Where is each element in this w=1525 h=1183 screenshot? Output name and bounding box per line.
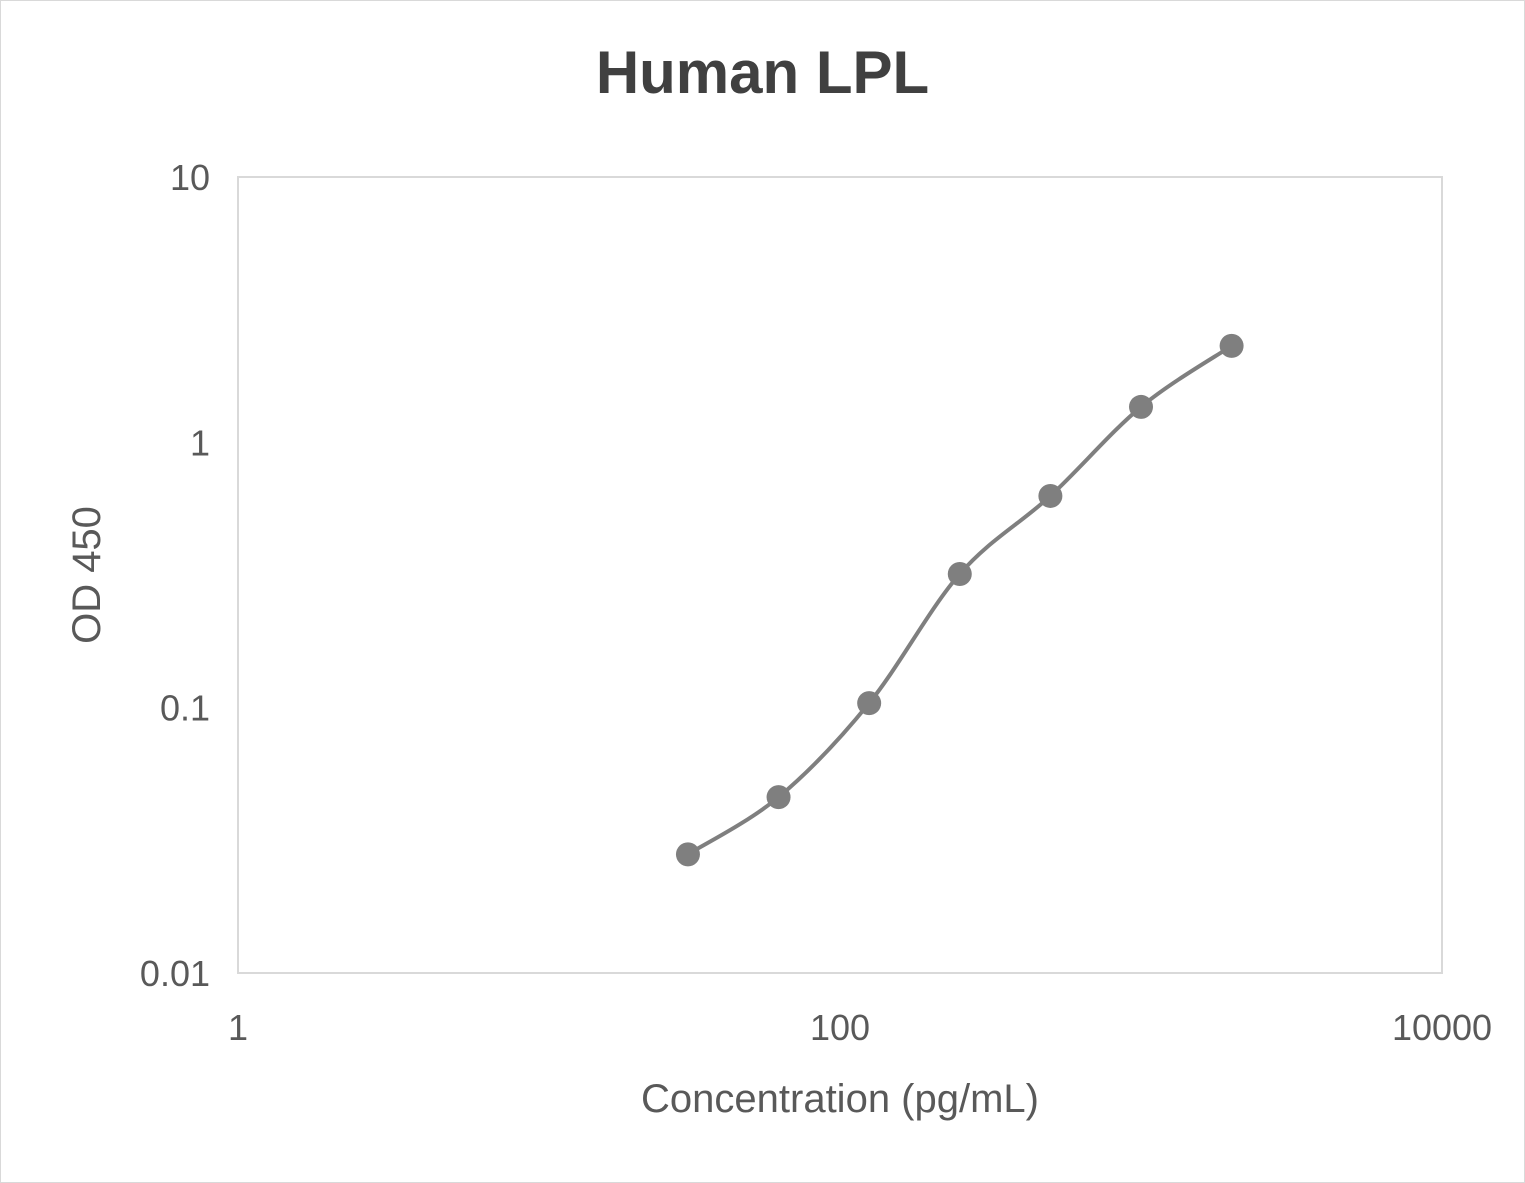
x-tick-label: 100 — [810, 1007, 870, 1048]
series-markers — [675, 333, 1244, 867]
y-tick-label: 0.01 — [140, 953, 210, 994]
data-point-marker — [857, 691, 882, 716]
x-axis-label: Concentration (pg/mL) — [641, 1077, 1039, 1121]
y-axis-label: OD 450 — [65, 506, 109, 644]
x-axis-ticks: 1 100 10000 — [228, 1007, 1492, 1048]
y-tick-label: 10 — [170, 157, 210, 198]
x-tick-label: 10000 — [1392, 1007, 1492, 1048]
y-tick-label: 0.1 — [160, 688, 210, 729]
series-line — [686, 344, 1233, 857]
plot-area-border — [237, 176, 1443, 974]
chart-title: Human LPL — [595, 39, 930, 106]
data-point-marker — [1038, 483, 1063, 508]
y-axis-ticks: 0.01 0.1 1 10 — [140, 157, 210, 994]
y-tick-label: 1 — [190, 422, 210, 463]
data-point-marker — [1219, 333, 1244, 358]
data-point-marker — [675, 842, 700, 867]
data-point-marker — [947, 561, 972, 586]
x-tick-label: 1 — [228, 1007, 248, 1048]
data-point-marker — [1129, 394, 1153, 419]
data-point-marker — [766, 785, 791, 810]
